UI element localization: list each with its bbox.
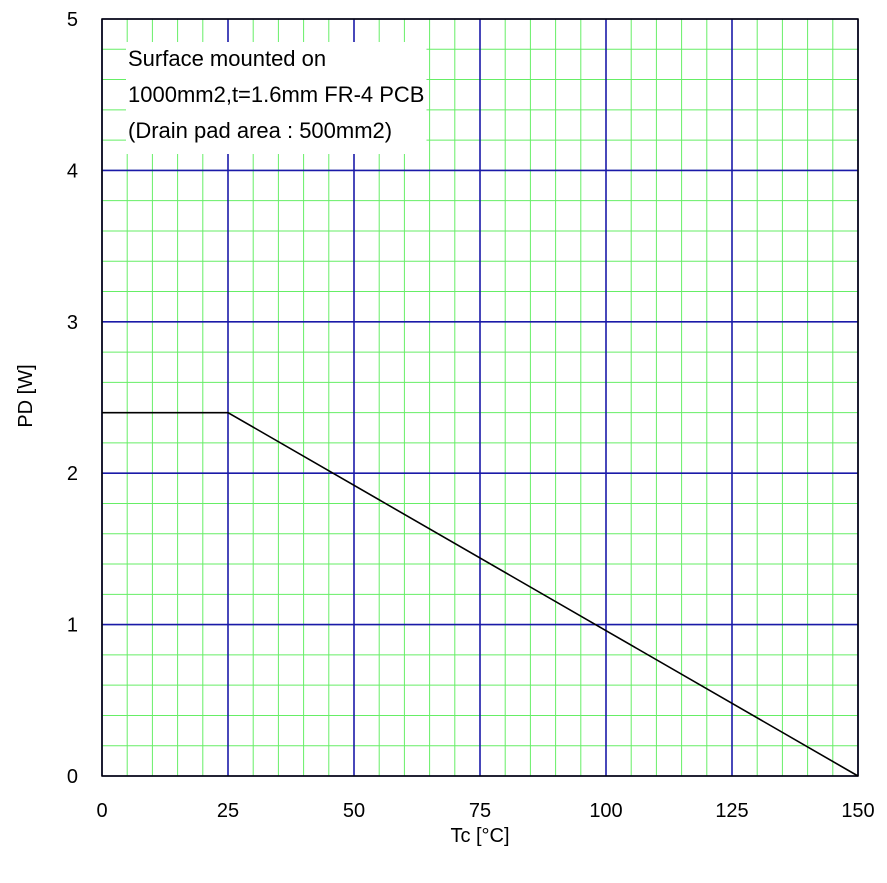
x-tick-label: 25 <box>217 800 239 822</box>
x-tick-labels: 0 25 50 75 100 125 150 <box>96 800 874 822</box>
plot-frame <box>101 18 859 777</box>
y-axis-title: PD [W] <box>15 364 37 427</box>
x-tick-label: 100 <box>589 800 622 822</box>
y-tick-label: 5 <box>67 9 78 31</box>
annotation-line: (Drain pad area : 500mm2) <box>128 118 392 143</box>
annotation-background <box>126 42 427 154</box>
x-tick-label: 0 <box>96 800 107 822</box>
x-axis-title: Tc [°C] <box>450 825 509 847</box>
annotation-line: 1000mm2,t=1.6mm FR-4 PCB <box>128 82 424 107</box>
y-tick-labels: 0 1 2 3 4 5 <box>67 9 78 788</box>
y-tick-label: 0 <box>67 766 78 788</box>
y-tick-label: 3 <box>67 312 78 334</box>
annotation-line: Surface mounted on <box>128 46 326 71</box>
y-tick-label: 2 <box>67 463 78 485</box>
x-tick-label: 50 <box>343 800 365 822</box>
x-tick-label: 150 <box>841 800 874 822</box>
series-lines <box>102 411 859 777</box>
x-tick-label: 125 <box>715 800 748 822</box>
annotation-box: Surface mounted on 1000mm2,t=1.6mm FR-4 P… <box>126 42 427 154</box>
y-tick-label: 4 <box>67 160 78 182</box>
y-tick-label: 1 <box>67 615 78 637</box>
x-tick-label: 75 <box>469 800 491 822</box>
series-line <box>102 411 859 777</box>
